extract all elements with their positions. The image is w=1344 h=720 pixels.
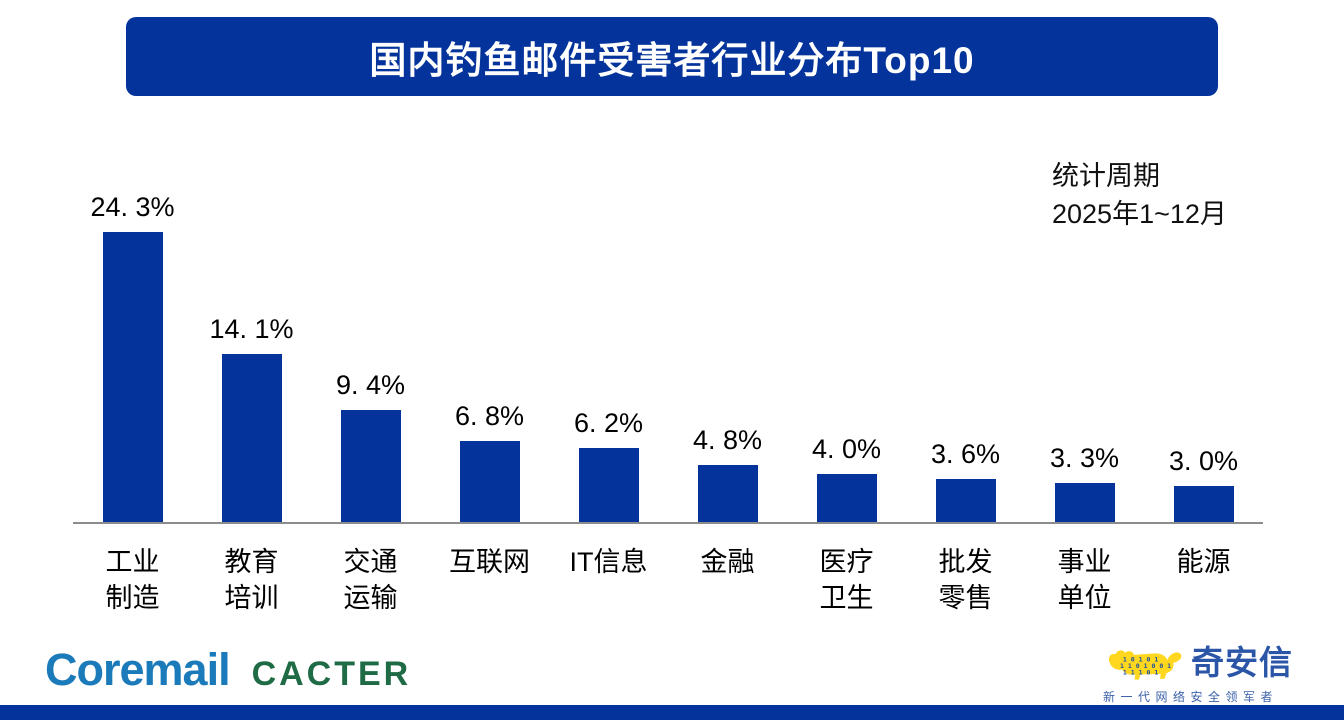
bar-IT信息 <box>578 448 639 522</box>
chart-category-cell: 3. 0% 能源 <box>1144 160 1263 577</box>
bar-chart: 24. 3% 工业 制造 14. 1% 教育 培训 9. 4% 交通 运输 6. 8% 互联网… <box>73 160 1263 614</box>
bar-value-label: 3. 3% <box>1049 442 1120 473</box>
bar-value-label: 9. 4% <box>335 369 406 400</box>
category-label: 互联网 <box>449 547 530 577</box>
cacter-logo: CACTER <box>251 655 412 693</box>
category-label: IT信息 <box>569 547 648 577</box>
bar-value-label: 6. 2% <box>573 408 644 439</box>
category-label: 事业 单位 <box>1057 547 1112 614</box>
bar-value-label: 3. 6% <box>930 439 1001 470</box>
category-label: 金融 <box>700 547 755 577</box>
bar-教育培训 <box>221 353 282 522</box>
bar-批发零售 <box>935 479 996 522</box>
bar-value-label: 24. 3% <box>90 192 175 223</box>
bar-value-label: 14. 1% <box>209 313 294 344</box>
chart-category-cell: 3. 3% 事业 单位 <box>1025 160 1144 614</box>
chart-category-cell: 9. 4% 交通 运输 <box>311 160 430 614</box>
category-label: 交通 运输 <box>343 547 398 614</box>
bar-value-label: 3. 0% <box>1168 446 1239 477</box>
bar-value-label: 6. 8% <box>454 400 525 431</box>
footer-logos: Coremail CACTER <box>45 644 411 696</box>
category-label: 批发 零售 <box>938 547 993 614</box>
bar-互联网 <box>459 440 520 522</box>
bar-value-label: 4. 0% <box>811 434 882 465</box>
chart-category-cell: 6. 8% 互联网 <box>430 160 549 577</box>
chart-category-cell: 4. 0% 医疗 卫生 <box>787 160 906 613</box>
tiger-binary-row2: 1 1 0 1 0 0 1 <box>1120 662 1171 670</box>
category-label: 教育 培训 <box>224 547 279 614</box>
bar-value-label: 4. 8% <box>692 424 763 455</box>
bar-工业制造 <box>102 232 163 522</box>
coremail-logo: Coremail <box>45 644 231 695</box>
bar-金融 <box>697 464 758 522</box>
chart-category-cell: 14. 1% 教育 培训 <box>192 160 311 614</box>
category-label: 工业 制造 <box>105 547 160 614</box>
page-title: 国内钓鱼邮件受害者行业分布Top10 <box>369 39 975 81</box>
qianxin-tiger-icon: 1 0 1 0 1 1 1 0 1 0 0 1 1 1 1 0 1 <box>1108 650 1182 680</box>
title-banner: 国内钓鱼邮件受害者行业分布Top10 <box>126 17 1218 96</box>
stat-period-label: 统计周期 <box>1052 161 1160 191</box>
qianxin-logo: 1 0 1 0 1 1 1 0 1 0 0 1 1 1 1 0 1 奇安信 新一… <box>1103 636 1323 705</box>
chart-category-cell: 3. 6% 批发 零售 <box>906 160 1025 613</box>
chart-category-cell: 24. 3% 工业 制造 <box>73 160 192 613</box>
bar-交通运输 <box>340 409 401 522</box>
qianxin-wordmark: 奇安信 <box>1191 644 1293 681</box>
chart-category-cell: 4. 8% 金融 <box>668 160 787 577</box>
qianxin-slogan: 新一代网络安全领军者 <box>1103 690 1279 704</box>
category-label: 医疗 卫生 <box>819 547 874 614</box>
category-label: 能源 <box>1176 547 1231 577</box>
bar-医疗卫生 <box>816 474 877 522</box>
bar-能源 <box>1173 486 1234 522</box>
tiger-binary-row3: 1 1 1 0 1 <box>1123 669 1158 677</box>
bar-事业单位 <box>1054 482 1115 522</box>
chart-category-cell: 6. 2% IT信息 <box>549 160 668 577</box>
tiger-binary-row1: 1 0 1 0 1 <box>1123 655 1158 663</box>
qianxin-logo-row: 1 0 1 0 1 1 1 0 1 0 0 1 1 1 1 0 1 奇安信 <box>1103 636 1323 684</box>
stat-period-range: 2025年1~12月 <box>1052 198 1227 229</box>
stat-period-annotation: 统计周期 2025年1~12月 <box>1052 158 1227 234</box>
bottom-accent-bar <box>0 705 1344 720</box>
